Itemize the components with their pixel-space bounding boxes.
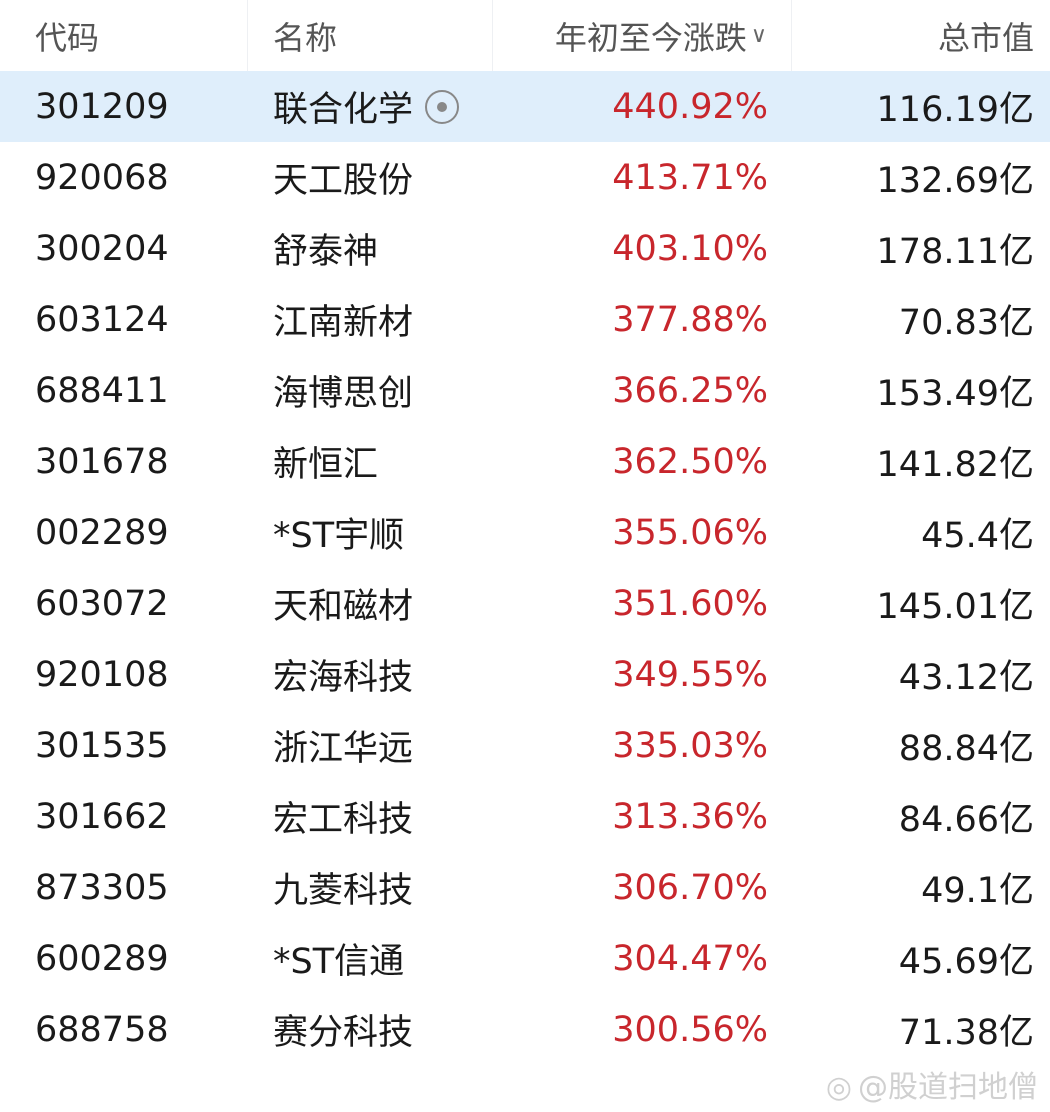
table-row[interactable]: 300204 舒泰神 403.10% 178.11亿 — [0, 213, 1050, 284]
stock-name: 天和磁材 — [273, 587, 414, 627]
cell-change: 366.25% — [612, 370, 768, 411]
table-header: 代码 名称 年初至今涨跌 ∨ 总市值 — [0, 0, 1050, 71]
stock-name: 浙江华远 — [273, 729, 414, 769]
cell-name: 宏工科技 — [248, 791, 493, 842]
table-row[interactable]: 301678 新恒汇 362.50% 141.82亿 — [0, 426, 1050, 497]
cell-code: 300204 — [35, 228, 169, 269]
watch-icon[interactable] — [425, 89, 460, 124]
table-row[interactable]: 688411 海博思创 366.25% 153.49亿 — [0, 355, 1050, 426]
cell-change: 413.71% — [612, 157, 768, 198]
cell-cap: 88.84亿 — [898, 729, 1034, 769]
cell-change: 304.47% — [612, 938, 768, 979]
table-row[interactable]: 920108 宏海科技 349.55% 43.12亿 — [0, 639, 1050, 710]
table-row[interactable]: 920068 天工股份 413.71% 132.69亿 — [0, 142, 1050, 213]
cell-change: 300.56% — [612, 1009, 768, 1050]
header-code[interactable]: 代码 — [0, 0, 248, 71]
table-row[interactable]: 301662 宏工科技 313.36% 84.66亿 — [0, 781, 1050, 852]
cell-name: 天工股份 — [248, 152, 493, 203]
cell-code: 002289 — [35, 512, 169, 553]
cell-cap: 116.19亿 — [876, 90, 1034, 130]
cell-code: 603072 — [35, 583, 169, 624]
header-cap[interactable]: 总市值 — [937, 18, 1034, 57]
cell-change: 349.55% — [612, 654, 768, 695]
cell-name: 联合化学 — [248, 81, 493, 132]
cell-change: 306.70% — [612, 867, 768, 908]
table-row[interactable]: 603124 江南新材 377.88% 70.83亿 — [0, 284, 1050, 355]
cell-name: 舒泰神 — [248, 223, 493, 274]
stock-name: 舒泰神 — [273, 232, 379, 272]
stock-name: 九菱科技 — [273, 871, 414, 911]
weibo-icon: ◎ — [825, 1070, 852, 1105]
cell-change: 377.88% — [612, 299, 768, 340]
stock-name: *ST宇顺 — [273, 516, 405, 556]
cell-name: 新恒汇 — [248, 436, 493, 487]
cell-code: 688758 — [35, 1009, 169, 1050]
header-name[interactable]: 名称 — [248, 0, 493, 71]
stock-name: 联合化学 — [273, 90, 414, 130]
stock-name: *ST信通 — [273, 942, 405, 982]
cell-name: 天和磁材 — [248, 578, 493, 629]
cell-cap: 49.1亿 — [921, 871, 1034, 911]
cell-name: 九菱科技 — [248, 862, 493, 913]
stock-name: 新恒汇 — [273, 445, 379, 485]
cell-cap: 145.01亿 — [876, 587, 1034, 627]
watermark: ◎ @股道扫地僧 — [826, 1068, 1038, 1108]
watermark-text: @股道扫地僧 — [858, 1070, 1038, 1105]
cell-code: 600289 — [35, 938, 169, 979]
table-row[interactable]: 873305 九菱科技 306.70% 49.1亿 — [0, 852, 1050, 923]
chevron-down-icon: ∨ — [750, 23, 767, 48]
cell-code: 873305 — [35, 867, 169, 908]
cell-change: 351.60% — [612, 583, 768, 624]
cell-change: 355.06% — [612, 512, 768, 553]
stock-name: 宏工科技 — [273, 800, 414, 840]
table-row[interactable]: 600289 *ST信通 304.47% 45.69亿 — [0, 923, 1050, 994]
cell-change: 440.92% — [612, 86, 768, 127]
cell-name: 江南新材 — [248, 294, 493, 345]
cell-cap: 141.82亿 — [876, 445, 1034, 485]
cell-cap: 178.11亿 — [876, 232, 1034, 272]
cell-change: 335.03% — [612, 725, 768, 766]
cell-cap: 70.83亿 — [898, 303, 1034, 343]
cell-change: 403.10% — [612, 228, 768, 269]
cell-code: 920068 — [35, 157, 169, 198]
cell-cap: 45.69亿 — [898, 942, 1034, 982]
header-change[interactable]: 年初至今涨跌 ∨ — [493, 0, 792, 71]
table-row[interactable]: 301209 联合化学 440.92% 116.19亿 — [0, 71, 1050, 142]
cell-name: *ST信通 — [248, 933, 493, 984]
table-row[interactable]: 688758 赛分科技 300.56% 71.38亿 — [0, 994, 1050, 1065]
cell-code: 301662 — [35, 796, 169, 837]
cell-cap: 71.38亿 — [898, 1013, 1034, 1053]
stock-name: 宏海科技 — [273, 658, 414, 698]
table-row[interactable]: 002289 *ST宇顺 355.06% 45.4亿 — [0, 497, 1050, 568]
table-row[interactable]: 603072 天和磁材 351.60% 145.01亿 — [0, 568, 1050, 639]
cell-name: 浙江华远 — [248, 720, 493, 771]
cell-name: 海博思创 — [248, 365, 493, 416]
cell-cap: 45.4亿 — [921, 516, 1034, 556]
cell-name: 宏海科技 — [248, 649, 493, 700]
cell-code: 301535 — [35, 725, 169, 766]
cell-cap: 43.12亿 — [898, 658, 1034, 698]
cell-cap: 84.66亿 — [898, 800, 1034, 840]
stock-name: 天工股份 — [273, 161, 414, 201]
cell-cap: 132.69亿 — [876, 161, 1034, 201]
stock-name: 江南新材 — [273, 303, 414, 343]
cell-cap: 153.49亿 — [876, 374, 1034, 414]
cell-change: 362.50% — [612, 441, 768, 482]
header-change-label: 年初至今涨跌 — [554, 18, 747, 57]
table-row[interactable]: 301535 浙江华远 335.03% 88.84亿 — [0, 710, 1050, 781]
cell-change: 313.36% — [612, 796, 768, 837]
cell-code: 301678 — [35, 441, 169, 482]
cell-code: 688411 — [35, 370, 169, 411]
stock-name: 赛分科技 — [273, 1013, 414, 1053]
cell-code: 301209 — [35, 86, 169, 127]
cell-code: 603124 — [35, 299, 169, 340]
cell-name: *ST宇顺 — [248, 507, 493, 558]
cell-name: 赛分科技 — [248, 1004, 493, 1055]
cell-code: 920108 — [35, 654, 169, 695]
stock-name: 海博思创 — [273, 374, 414, 414]
